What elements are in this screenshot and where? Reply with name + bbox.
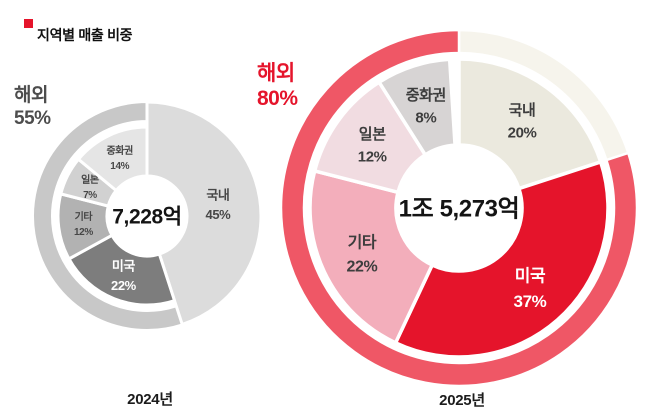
page-title: 지역별 매출 비중: [37, 27, 133, 43]
slice-label-4: 중화권 8%: [406, 86, 446, 127]
overseas-callout-2024: 해외 55%: [14, 84, 51, 130]
donut-slice-0: [145, 100, 263, 326]
donut-chart-2025: 국내 20% 미국 37% 기타 22% 일본 12% 중화권 8% 1조 5,273억: [279, 28, 639, 388]
year-label-2024: 2024년: [127, 391, 173, 408]
donut-slice-4: [76, 125, 149, 193]
slice-label-4: 중화권 14%: [107, 145, 134, 172]
year-label-2025: 2025년: [439, 392, 485, 409]
slice-label-1: 미국 22%: [111, 258, 137, 293]
overseas-callout-2025-label: 해외: [257, 62, 295, 85]
chart-title-block: 지역별 매출 비중: [24, 19, 133, 45]
donut-slice-0: [457, 57, 603, 191]
slice-label-2: 기타 22%: [347, 233, 378, 275]
slice-label-1: 미국 37%: [514, 267, 547, 312]
donut-slice-2: [308, 169, 434, 345]
donut-chart-2024: 국내 45% 미국 22% 기타 12% 일본 7% 중화권 14% 7,228억: [32, 100, 263, 331]
overseas-callout-2024-value: 55%: [14, 108, 51, 129]
slice-label-0: 국내 45%: [206, 188, 232, 223]
slice-label-0: 국내 20%: [508, 102, 537, 141]
overseas-callout-2025: 해외 80%: [257, 61, 298, 111]
slice-label-2: 기타 12%: [74, 210, 93, 238]
donut-center-total: 1조 5,273억: [399, 195, 520, 222]
overseas-callout-2024-label: 해외: [14, 85, 48, 106]
slice-label-3: 일본 7%: [81, 173, 99, 201]
red-square-bullet-icon: [24, 19, 33, 28]
donut-slice-1: [393, 160, 610, 359]
donut-slice-1: [67, 233, 177, 307]
slice-label-3: 일본 12%: [358, 126, 387, 166]
donut-center-total: 7,228억: [112, 205, 181, 228]
overseas-callout-2025-value: 80%: [257, 87, 298, 110]
ring-overseas-arc: [279, 28, 639, 388]
donut-slice-4: [377, 57, 457, 157]
